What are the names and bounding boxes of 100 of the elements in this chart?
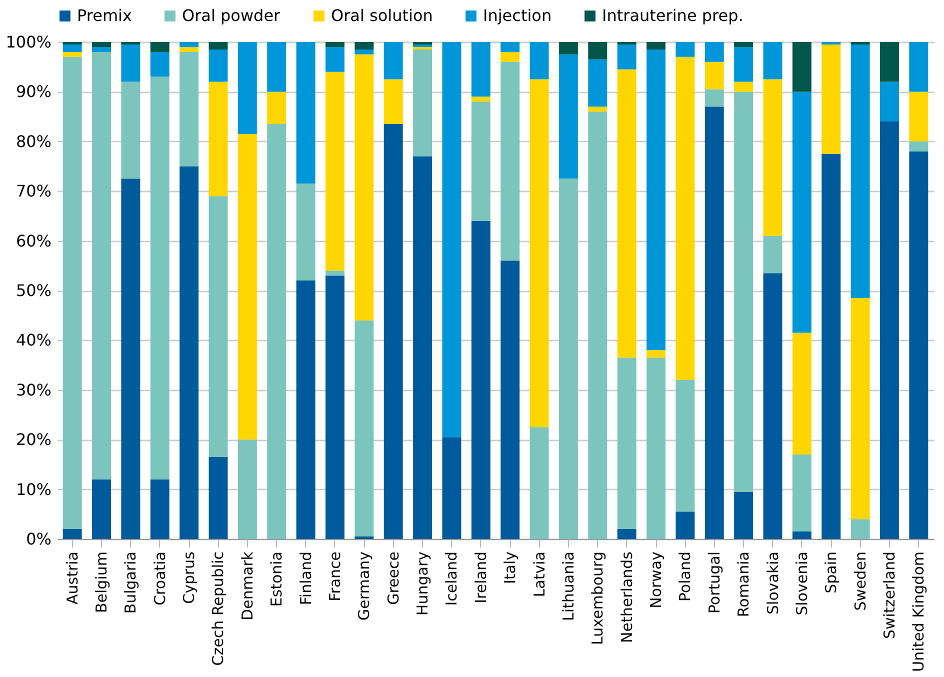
legend-label: Intrauterine prep. <box>602 6 744 25</box>
legend-label: Oral powder <box>182 6 281 25</box>
bar <box>734 92 754 492</box>
bar <box>704 62 724 90</box>
bar <box>646 358 666 539</box>
bar <box>500 260 520 539</box>
bar <box>471 220 490 539</box>
x-tick-label: Finland <box>296 552 315 606</box>
x-tick-label: United Kingdom <box>910 552 928 672</box>
bar <box>354 49 374 54</box>
bar <box>180 42 199 47</box>
bar <box>238 440 257 539</box>
bar <box>150 479 170 539</box>
bar <box>530 79 549 428</box>
x-tick-label: Germany <box>355 551 374 620</box>
bar <box>763 236 782 274</box>
y-tick-label: 90% <box>16 82 52 102</box>
x-tick-label: Croatia <box>150 552 169 606</box>
bar <box>208 82 228 196</box>
bar <box>676 42 695 57</box>
bar <box>354 54 374 320</box>
x-tick-label: Switzerland <box>880 552 898 639</box>
bar <box>92 42 111 47</box>
bar <box>792 454 812 532</box>
bar <box>500 62 520 261</box>
bar <box>734 42 754 47</box>
bar <box>150 52 170 77</box>
bar <box>413 49 432 156</box>
x-tick-label: Spain <box>822 552 840 594</box>
bar <box>676 380 695 512</box>
bar <box>384 42 403 80</box>
x-tick-label: Cyprus <box>180 551 198 604</box>
bar <box>413 156 432 539</box>
x-tick-label: Norway <box>647 551 666 608</box>
x-tick-label: Poland <box>676 552 694 602</box>
bar <box>296 184 316 281</box>
bar <box>413 46 432 50</box>
x-tick-label: Ireland <box>472 552 490 604</box>
bar <box>617 529 636 539</box>
x-tick-label: Portugal <box>705 552 724 614</box>
x-tick-label: Slovakia <box>764 552 782 614</box>
x-tick-label: Romania <box>734 552 753 618</box>
x-tick-label: Estonia <box>268 552 286 607</box>
x-tick-label: Sweden <box>851 552 870 611</box>
bar <box>354 42 374 50</box>
y-tick-label: 50% <box>16 281 52 300</box>
bar <box>763 273 782 539</box>
bar <box>326 270 344 276</box>
y-tick-label: 0% <box>26 530 52 548</box>
bar <box>850 44 870 298</box>
bar <box>617 358 636 530</box>
bar <box>238 134 257 440</box>
bar <box>763 42 782 80</box>
bar <box>822 154 841 539</box>
bar <box>62 529 82 539</box>
bar <box>267 124 286 539</box>
x-tick-label: France <box>326 552 344 602</box>
y-tick-label: 80% <box>16 132 52 151</box>
bar <box>734 46 754 82</box>
bar <box>588 106 608 112</box>
bar <box>530 42 549 80</box>
bar <box>588 112 608 539</box>
y-tick-label: 10% <box>16 480 52 499</box>
bar <box>704 106 724 539</box>
bar <box>676 56 695 380</box>
bar <box>734 492 754 539</box>
bar <box>792 42 812 92</box>
bar <box>121 82 140 179</box>
bar <box>617 69 636 358</box>
bar <box>442 42 462 438</box>
y-tick-label: 30% <box>16 380 52 400</box>
bar <box>62 44 82 52</box>
bar <box>208 456 228 539</box>
x-tick-label: Belgium <box>92 552 111 613</box>
bar <box>121 44 140 82</box>
bar <box>588 59 608 107</box>
bar <box>880 122 899 539</box>
bar <box>208 196 228 457</box>
bar <box>92 479 111 539</box>
bar <box>238 42 257 134</box>
bar <box>558 178 578 539</box>
bar <box>822 44 841 154</box>
bar <box>180 52 199 166</box>
bar <box>121 178 140 539</box>
legend-label: Injection <box>483 6 552 25</box>
bar <box>500 42 520 52</box>
bar <box>734 82 754 92</box>
bar <box>150 76 170 480</box>
x-tick-label: Lithuania <box>559 552 578 621</box>
bar <box>909 42 928 92</box>
bar <box>500 52 520 62</box>
bar <box>704 89 724 107</box>
bar <box>646 49 666 350</box>
bar <box>150 42 170 52</box>
x-tick-label: Denmark <box>238 551 256 620</box>
bar <box>530 427 549 539</box>
y-tick-label: 20% <box>16 430 52 450</box>
bar <box>471 96 490 102</box>
x-tick-label: Greece <box>384 552 402 605</box>
x-tick-label: Slovenia <box>792 552 811 616</box>
